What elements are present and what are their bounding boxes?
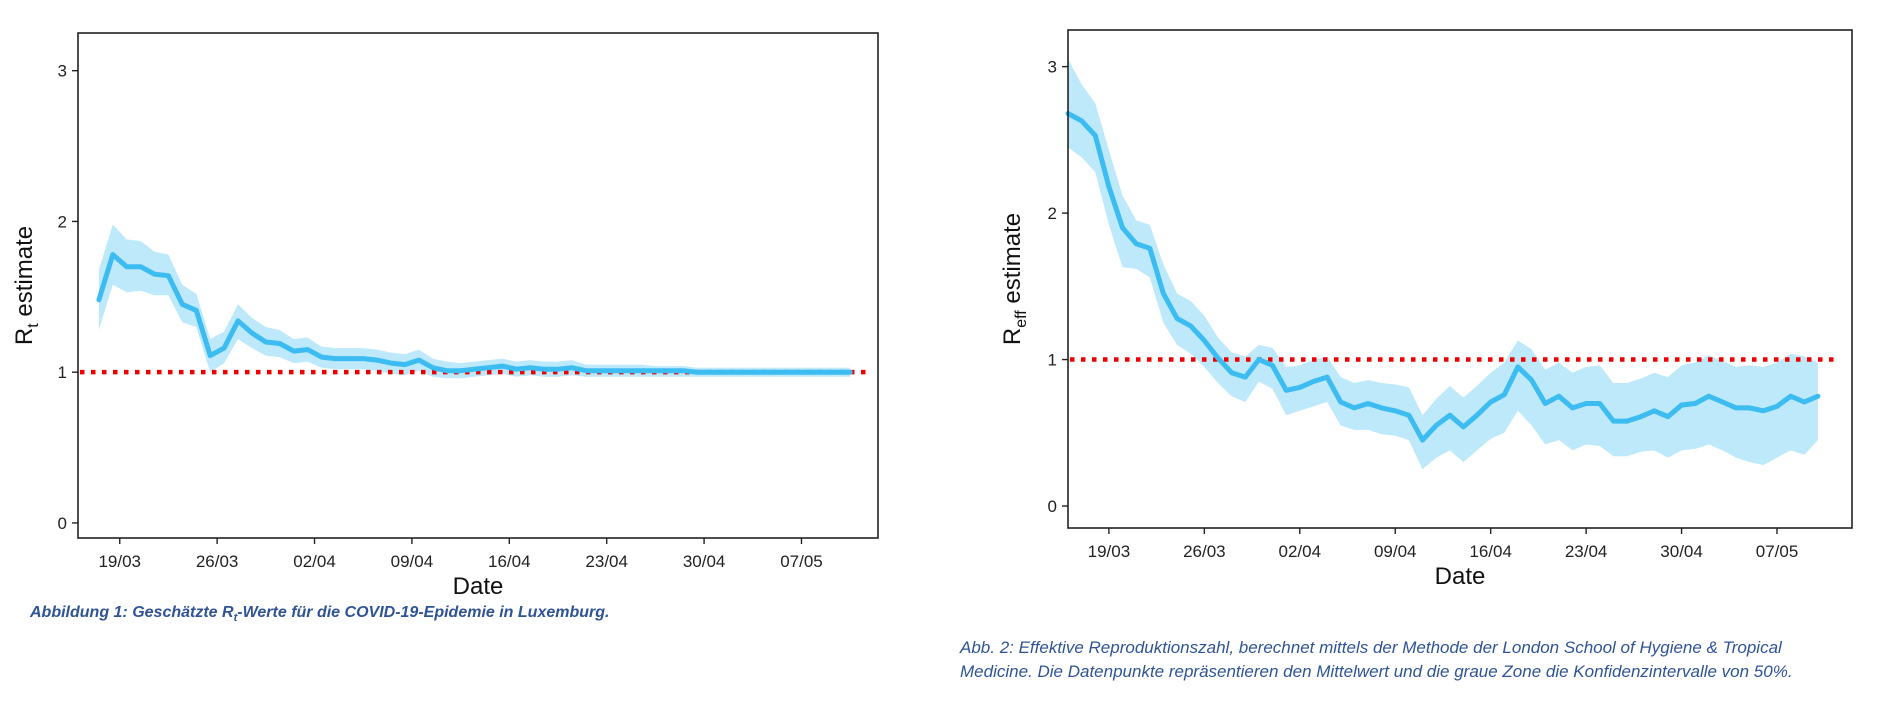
y-tick-label: 2 [1048, 204, 1057, 223]
x-tick-label: 09/04 [1374, 542, 1417, 561]
x-tick-label: 26/03 [1183, 542, 1226, 561]
mean-series-line [1065, 111, 1821, 443]
y-axis-title-main: R [999, 328, 1026, 345]
y-tick-label: 2 [58, 212, 67, 231]
x-tick-label: 19/03 [1088, 542, 1131, 561]
x-axis-title: Date [1435, 563, 1486, 590]
y-tick-label: 3 [58, 62, 67, 81]
x-tick-label: 02/04 [1279, 542, 1322, 561]
plot-frame [1067, 29, 1853, 529]
mean-series-line [96, 252, 853, 375]
x-tick-label: 09/04 [391, 552, 434, 571]
x-tick-label: 02/04 [293, 552, 336, 571]
x-tick-label: 23/04 [585, 552, 628, 571]
y-axis-title-subscript: t [25, 323, 42, 328]
caption-1-part-a: Abbildung 1: Geschätzte R [30, 604, 234, 621]
y-tick-label: 0 [1048, 497, 1057, 516]
y-axis-title-main: R [11, 328, 38, 345]
figure-2-caption: Abb. 2: Effektive Reproduktionszahl, ber… [960, 636, 1890, 684]
y-tick-label: 0 [58, 514, 67, 533]
chart-rt-luxembourg: 0 1 2 3 19/03 26/03 02/04 09/04 16/04 23/04 30/04 0… [11, 32, 879, 600]
caption-1-part-b: -Werte für die COVID-19-Epidemie in Luxe… [237, 604, 610, 621]
caption-2-line-1: Abb. 2: Effektive Reproduktionszahl, ber… [960, 638, 1782, 657]
chart-reff-lshtm: 0 1 2 3 19/03 26/03 02/04 09/04 16/04 23/04 30/04 0… [999, 29, 1853, 590]
x-tick-label: 23/04 [1565, 542, 1608, 561]
x-tick-label: 07/05 [780, 552, 823, 571]
plot-frame [77, 32, 879, 539]
x-tick-label: 30/04 [683, 552, 726, 571]
caption-1-subscript: t [233, 612, 238, 625]
y-axis-title: Reff estimate [999, 213, 1030, 345]
x-tick-label: 26/03 [196, 552, 239, 571]
y-tick-label: 1 [1048, 351, 1057, 370]
x-tick-label: 16/04 [488, 552, 531, 571]
y-tick-label: 3 [1048, 58, 1057, 77]
y-axis-title-rest: estimate [11, 226, 38, 323]
x-tick-label: 30/04 [1660, 542, 1703, 561]
y-axis-title-subscript: eff [1013, 310, 1030, 328]
y-tick-label: 1 [58, 363, 67, 382]
x-axis-title: Date [453, 573, 504, 600]
confidence-band [98, 224, 851, 379]
caption-2-line-2: Medicine. Die Datenpunkte repräsentieren… [960, 662, 1793, 681]
y-axis-title: Rt estimate [11, 226, 42, 345]
figure-1-caption: Abbildung 1: Geschätzte Rt-Werte für die… [30, 604, 609, 624]
confidence-band [1068, 59, 1818, 470]
x-tick-label: 07/05 [1756, 542, 1799, 561]
y-axis-title-rest: estimate [999, 213, 1026, 310]
x-tick-label: 16/04 [1469, 542, 1512, 561]
x-tick-label: 19/03 [98, 552, 141, 571]
